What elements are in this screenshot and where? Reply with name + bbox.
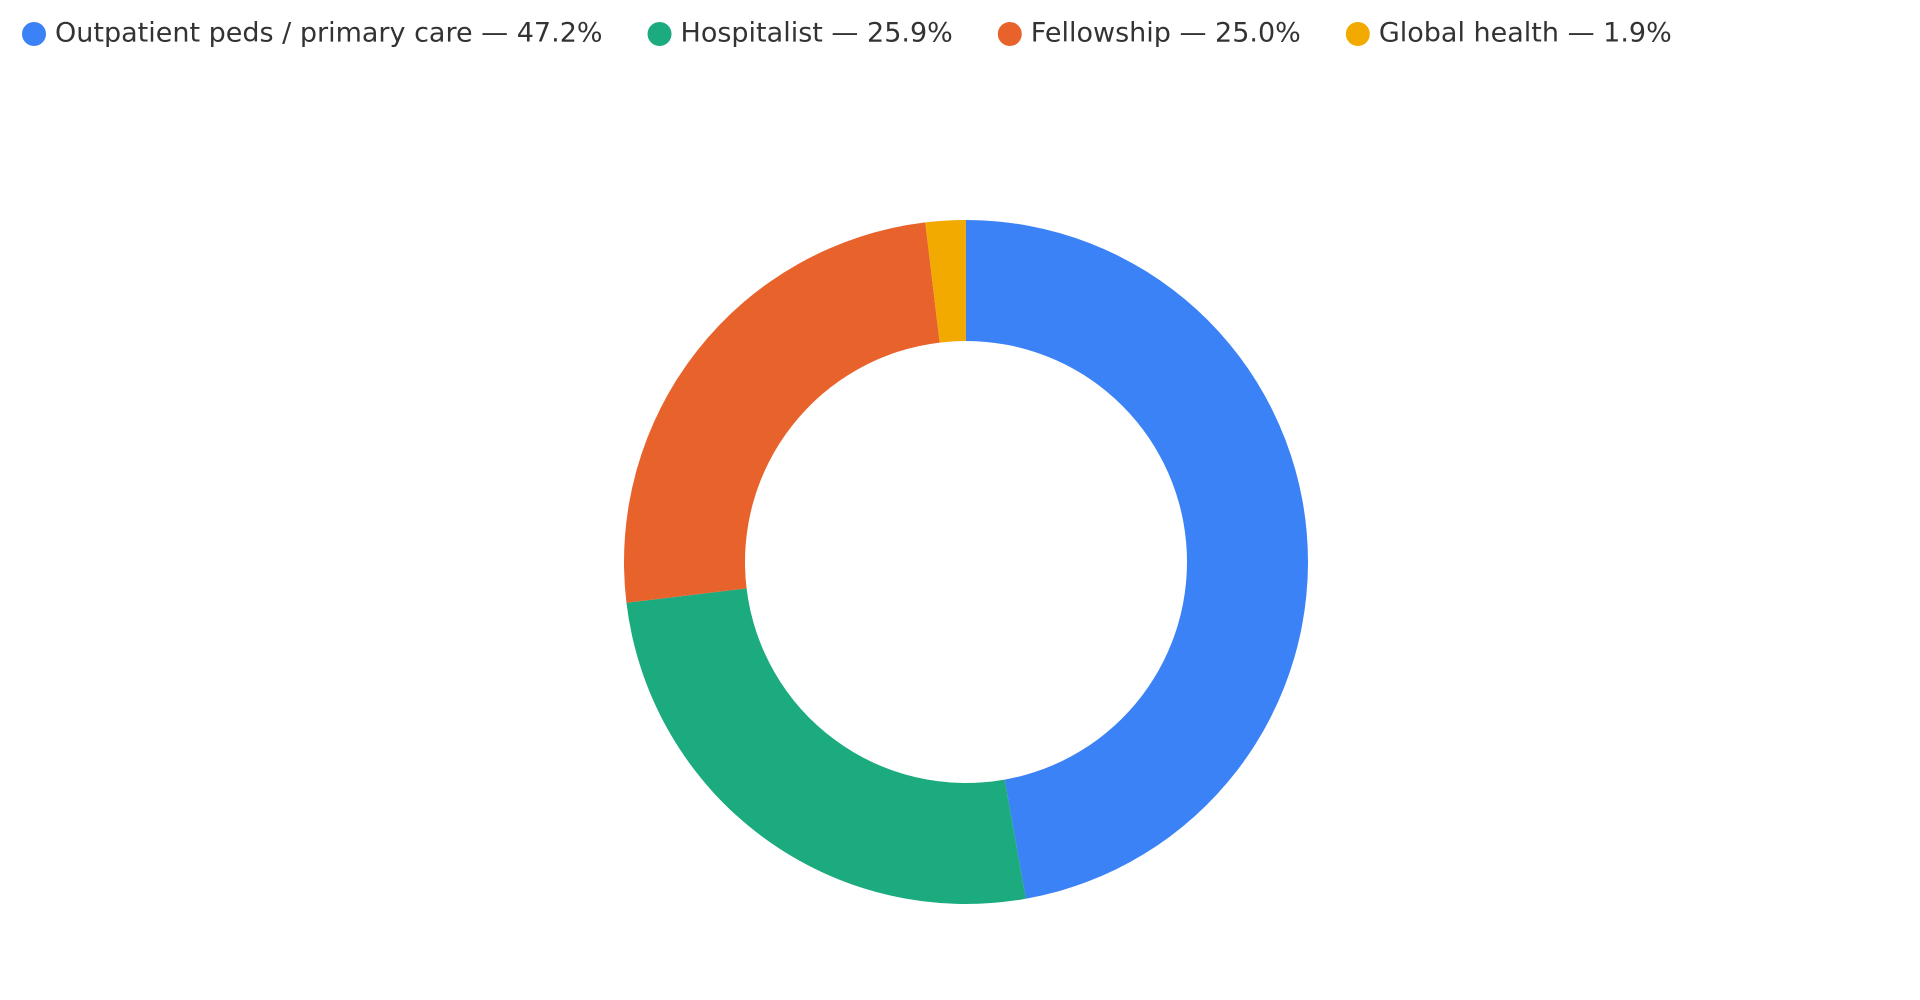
legend-marker [1345,22,1370,46]
legend-label: Global health — 1.9% [1379,18,1672,49]
donut-segment [925,220,966,343]
legend-marker [647,22,672,46]
donut-segment [966,220,1309,899]
donut-segment [624,222,940,603]
legend-label: Fellowship — 25.0% [1031,18,1301,49]
legend-marker [22,22,46,46]
legend-label: Hospitalist — 25.9% [681,18,953,49]
legend-marker [997,22,1022,46]
donut-segment [626,588,1026,904]
legend-label: Outpatient peds / primary care — 47.2% [55,18,603,49]
